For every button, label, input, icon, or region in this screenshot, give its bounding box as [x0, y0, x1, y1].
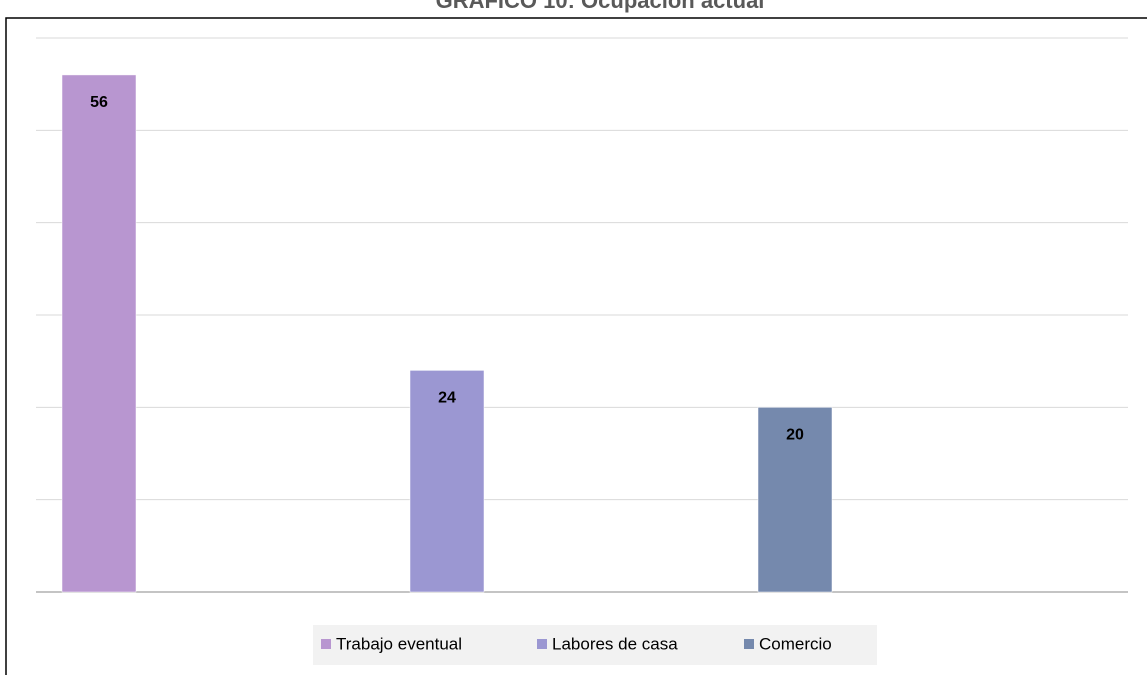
- legend-swatch: [744, 639, 754, 649]
- data-label: 24: [438, 390, 456, 407]
- bar: [757, 407, 833, 593]
- data-label: 56: [90, 94, 108, 111]
- chart-frame: [5, 17, 1147, 675]
- data-label: 20: [786, 427, 804, 444]
- legend-swatch: [321, 639, 331, 649]
- bar: [61, 74, 137, 593]
- legend-label: Comercio: [759, 634, 832, 653]
- bar: [409, 370, 485, 593]
- legend-label: Trabajo eventual: [336, 634, 462, 653]
- legend-swatch: [537, 639, 547, 649]
- legend-label: Labores de casa: [552, 634, 678, 653]
- legend-box: [313, 625, 877, 665]
- chart-title: GRÁFICO 10: Ocupación actual: [436, 0, 765, 13]
